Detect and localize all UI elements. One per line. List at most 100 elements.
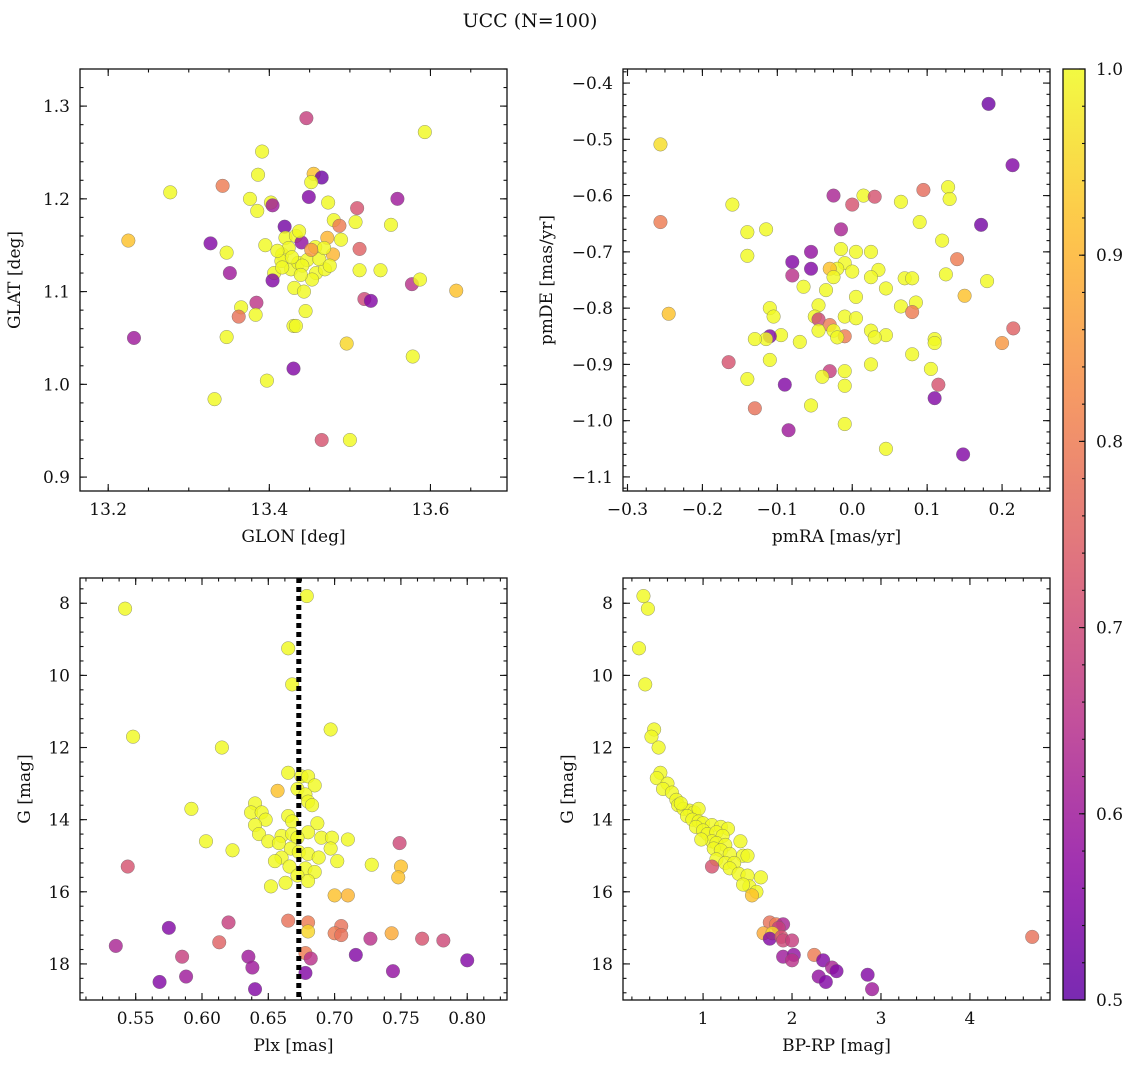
data-point <box>845 197 860 212</box>
data-point <box>753 870 768 885</box>
data-point <box>255 144 270 159</box>
data-point <box>405 349 420 364</box>
data-point <box>927 335 942 351</box>
data-point <box>636 588 651 604</box>
data-point <box>893 299 908 314</box>
data-point <box>299 111 314 126</box>
data-point <box>740 848 755 863</box>
y-axis-label: GLAT [deg] <box>5 231 25 329</box>
data-point <box>121 233 136 248</box>
data-point <box>231 309 246 324</box>
data-point <box>352 263 367 278</box>
data-point <box>981 96 996 111</box>
colorbar-tick-label: 0.5 <box>1096 991 1123 1011</box>
data-point <box>298 965 313 980</box>
axes-frame <box>622 68 1051 492</box>
data-point <box>826 270 841 285</box>
data-point <box>340 888 355 903</box>
data-point <box>980 274 995 289</box>
data-point <box>390 191 405 206</box>
data-point <box>815 369 830 384</box>
data-point <box>214 740 229 755</box>
data-point <box>460 953 475 968</box>
data-point <box>364 857 379 872</box>
data-point <box>1006 321 1021 336</box>
data-point <box>285 677 300 692</box>
data-point <box>777 377 792 392</box>
data-point <box>278 875 293 890</box>
y-axis-label: pmDE [mas/yr] <box>537 215 557 345</box>
data-point <box>785 268 800 283</box>
x-tick-label: 13.2 <box>89 500 127 520</box>
data-point <box>340 832 355 847</box>
x-tick-label: 3 <box>876 1009 887 1029</box>
data-point <box>995 335 1010 351</box>
y-tick-label: 1.2 <box>43 190 70 210</box>
data-point <box>284 250 299 265</box>
data-point <box>212 935 227 950</box>
x-axis-label: pmRA [mas/yr] <box>772 527 901 547</box>
data-point <box>163 185 178 200</box>
data-point <box>747 332 762 347</box>
data-point <box>222 265 237 281</box>
data-point <box>161 920 176 935</box>
data-point <box>803 244 819 259</box>
data-point <box>631 641 647 656</box>
data-point <box>863 270 879 285</box>
data-point <box>334 928 349 943</box>
data-point <box>348 947 363 962</box>
data-point <box>348 214 363 230</box>
y-tick-label: 18 <box>48 955 70 975</box>
data-point <box>207 392 222 407</box>
x-tick-label: −0.2 <box>682 500 723 520</box>
data-point <box>303 951 318 966</box>
data-point <box>762 352 777 367</box>
data-point <box>179 969 194 984</box>
points-group <box>108 588 475 997</box>
data-point <box>740 225 755 240</box>
data-point <box>860 967 875 982</box>
x-axis-label: GLON [deg] <box>241 527 345 547</box>
data-point <box>725 197 740 212</box>
data-point <box>811 323 826 338</box>
data-point <box>271 836 286 851</box>
data-point <box>108 938 123 953</box>
colorbar-gradient <box>1063 69 1085 1000</box>
data-point <box>784 953 800 968</box>
data-point <box>248 307 263 322</box>
data-point <box>941 180 956 195</box>
points-group <box>631 588 1040 997</box>
data-point <box>288 318 303 333</box>
data-point <box>740 371 755 387</box>
data-point <box>363 931 378 946</box>
data-point <box>878 441 893 456</box>
data-point <box>1005 158 1020 173</box>
data-point <box>759 222 774 237</box>
data-point <box>321 195 336 210</box>
data-point <box>245 960 260 975</box>
data-point <box>833 222 849 237</box>
data-point <box>837 378 852 393</box>
y-tick-label: 18 <box>591 955 613 975</box>
data-point <box>935 233 950 248</box>
data-point <box>286 361 301 376</box>
data-point <box>653 214 668 230</box>
data-point <box>912 214 927 230</box>
data-point <box>219 329 234 345</box>
data-point <box>923 361 938 376</box>
data-point <box>974 217 989 232</box>
y-tick-label: −0.5 <box>572 130 613 150</box>
y-axis-label: G [mag] <box>558 754 578 823</box>
data-point <box>175 949 190 964</box>
x-tick-label: 0.75 <box>382 1009 420 1029</box>
data-point <box>392 836 407 851</box>
data-point <box>694 832 709 847</box>
x-tick-label: −0.3 <box>607 500 648 520</box>
data-point <box>661 306 676 321</box>
data-point <box>436 933 451 948</box>
data-point <box>784 933 800 948</box>
data-point <box>747 401 762 416</box>
data-point <box>704 859 720 874</box>
